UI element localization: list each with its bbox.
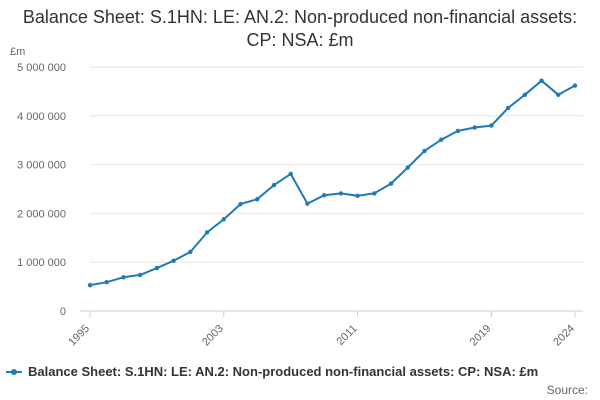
legend-label: Balance Sheet: S.1HN: LE: AN.2: Non-prod… — [28, 364, 539, 379]
data-point[interactable] — [154, 265, 160, 271]
data-point[interactable] — [137, 272, 143, 278]
data-point[interactable] — [455, 128, 461, 134]
data-point[interactable] — [171, 258, 176, 263]
series-line — [89, 79, 576, 287]
data-point[interactable] — [572, 83, 578, 88]
data-point[interactable] — [372, 191, 377, 196]
data-point[interactable] — [556, 92, 561, 98]
data-point[interactable] — [204, 230, 210, 235]
data-point[interactable] — [321, 193, 327, 198]
chart-title: Balance Sheet: S.1HN: LE: AN.2: Non-prod… — [22, 7, 578, 50]
source-label: Source: — [546, 383, 588, 397]
x-axis: 1995 2003 2011 2019 2024 — [66, 310, 583, 349]
data-point[interactable] — [505, 105, 511, 111]
data-point[interactable] — [539, 78, 544, 83]
y-tick-label: 1 000 000 — [17, 257, 66, 269]
data-point[interactable] — [221, 217, 226, 222]
y-tick-label: 3 000 000 — [17, 160, 66, 172]
x-tick-label: 2024 — [551, 323, 577, 349]
legend-swatch — [6, 366, 22, 378]
data-point[interactable] — [338, 191, 344, 196]
data-point[interactable] — [121, 275, 126, 280]
data-point[interactable] — [388, 181, 394, 186]
data-point[interactable] — [305, 201, 310, 206]
y-tick-label: 0 — [60, 306, 66, 318]
data-point[interactable] — [87, 282, 93, 288]
data-point[interactable] — [104, 280, 109, 285]
x-tick-label: 1995 — [66, 323, 92, 349]
data-point[interactable] — [422, 148, 427, 154]
x-tick-label: 2003 — [200, 323, 226, 349]
x-tick-label: 2011 — [334, 323, 359, 348]
data-point[interactable] — [522, 92, 528, 98]
data-point[interactable] — [288, 171, 293, 177]
legend[interactable]: Balance Sheet: S.1HN: LE: AN.2: Non-prod… — [6, 364, 538, 379]
data-point[interactable] — [255, 197, 260, 202]
y-axis: 0 1 000 000 2 000 000 3 000 000 4 000 000 5 0… — [17, 62, 66, 318]
y-unit-label: £m — [10, 46, 25, 58]
y-tick-label: 2 000 000 — [17, 208, 66, 220]
data-point[interactable] — [439, 137, 444, 142]
data-point[interactable] — [355, 193, 360, 199]
data-point[interactable] — [472, 125, 477, 130]
series-group — [87, 78, 578, 288]
data-point[interactable] — [405, 165, 410, 170]
y-tick-label: 4 000 000 — [17, 111, 66, 123]
data-point[interactable] — [271, 182, 277, 188]
data-point[interactable] — [489, 123, 494, 128]
y-tick-label: 5 000 000 — [17, 62, 66, 74]
legend-dot — [11, 368, 17, 375]
data-point[interactable] — [238, 201, 243, 207]
x-tick-label: 2019 — [468, 323, 494, 349]
gridlines — [90, 66, 583, 263]
data-point[interactable] — [188, 249, 193, 255]
